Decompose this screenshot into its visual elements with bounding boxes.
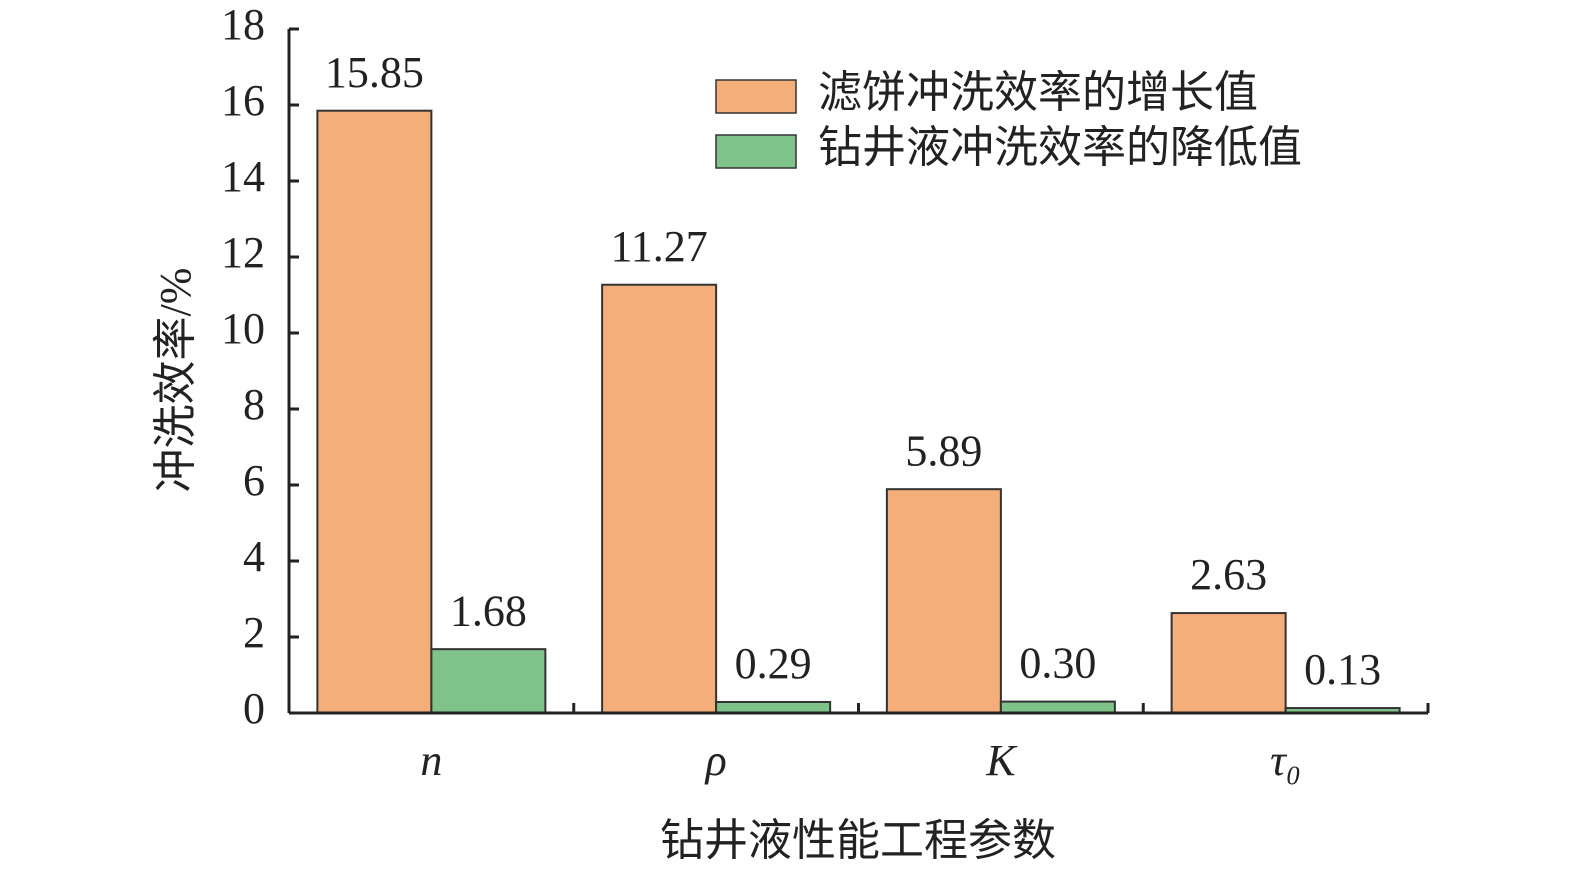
- y-tick-label: 18: [221, 0, 265, 49]
- value-label: 0.13: [1304, 645, 1381, 694]
- x-tick-label: ρ: [704, 736, 727, 785]
- value-label: 0.30: [1019, 639, 1096, 688]
- value-label: 0.29: [735, 639, 812, 688]
- value-label: 2.63: [1190, 550, 1267, 599]
- y-tick-label: 16: [221, 76, 265, 125]
- x-axis-label: 钻井液性能工程参数: [660, 816, 1056, 865]
- bar: [601, 283, 718, 714]
- value-label: 11.27: [610, 222, 707, 271]
- y-tick-label: 2: [243, 608, 265, 657]
- legend-label: 钻井液冲洗效率的降低值: [818, 123, 1302, 172]
- y-tick-label: 0: [243, 684, 265, 733]
- y-tick-label: 10: [221, 304, 265, 353]
- y-tick-label: 6: [243, 456, 265, 505]
- bar: [316, 109, 433, 714]
- y-tick-label: 8: [243, 380, 265, 429]
- y-tick-label: 12: [221, 228, 265, 277]
- value-label: 15.85: [325, 48, 424, 97]
- x-tick-label: τ₀: [1270, 736, 1301, 785]
- x-tick-label: n: [420, 736, 442, 785]
- legend-label: 滤饼冲洗效率的增长值: [818, 68, 1258, 117]
- y-axis-label: 冲洗效率/%: [151, 268, 200, 493]
- bar: [885, 488, 1002, 714]
- bar: [1170, 612, 1287, 714]
- legend-swatch: [715, 79, 797, 114]
- y-tick-label: 14: [221, 152, 265, 201]
- bar: [999, 700, 1116, 714]
- value-label: 1.68: [450, 586, 527, 635]
- bar: [430, 648, 547, 714]
- x-tick-label: K: [985, 736, 1018, 785]
- bar: [715, 700, 832, 714]
- y-tick-label: 4: [243, 532, 265, 581]
- value-label: 5.89: [905, 426, 982, 475]
- legend-swatch: [715, 134, 797, 169]
